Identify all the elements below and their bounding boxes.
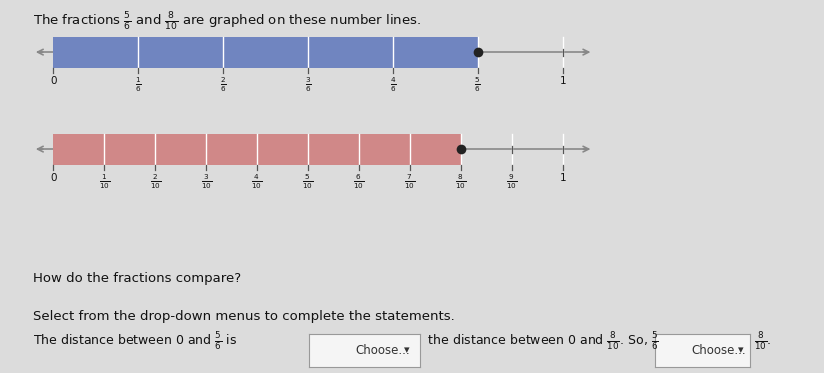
Text: $\frac{2}{10}$: $\frac{2}{10}$ xyxy=(150,173,161,191)
Bar xyxy=(54,37,478,68)
Text: Choose...: Choose... xyxy=(691,344,746,357)
Text: 1: 1 xyxy=(559,173,566,183)
Text: ▾: ▾ xyxy=(404,346,410,355)
Text: $\frac{6}{10}$: $\frac{6}{10}$ xyxy=(353,173,364,191)
Text: The fractions $\frac{5}{6}$ and $\frac{8}{10}$ are graphed on these number lines: The fractions $\frac{5}{6}$ and $\frac{8… xyxy=(33,11,421,33)
Text: ▾: ▾ xyxy=(737,346,743,355)
Text: 0: 0 xyxy=(50,76,57,86)
Text: $\frac{7}{10}$: $\frac{7}{10}$ xyxy=(405,173,415,191)
Text: the distance between 0 and $\frac{8}{10}$. So, $\frac{5}{6}$: the distance between 0 and $\frac{8}{10}… xyxy=(424,330,659,352)
Text: The distance between 0 and $\frac{5}{6}$ is: The distance between 0 and $\frac{5}{6}$… xyxy=(33,330,237,352)
Bar xyxy=(54,134,461,164)
Text: $\frac{8}{10}$.: $\frac{8}{10}$. xyxy=(754,330,771,352)
Text: $\frac{8}{10}$: $\frac{8}{10}$ xyxy=(455,173,466,191)
Text: Select from the drop-down menus to complete the statements.: Select from the drop-down menus to compl… xyxy=(33,310,455,323)
Text: $\frac{4}{6}$: $\frac{4}{6}$ xyxy=(390,76,396,94)
Text: $\frac{3}{6}$: $\frac{3}{6}$ xyxy=(305,76,311,94)
Text: Choose...: Choose... xyxy=(356,344,410,357)
Text: $\frac{5}{6}$: $\frac{5}{6}$ xyxy=(475,76,481,94)
Text: How do the fractions compare?: How do the fractions compare? xyxy=(33,272,241,285)
Text: $\frac{1}{6}$: $\frac{1}{6}$ xyxy=(135,76,142,94)
Text: $\frac{3}{10}$: $\frac{3}{10}$ xyxy=(200,173,212,191)
Text: $\frac{5}{10}$: $\frac{5}{10}$ xyxy=(302,173,314,191)
Text: 0: 0 xyxy=(50,173,57,183)
Text: $\frac{2}{6}$: $\frac{2}{6}$ xyxy=(220,76,227,94)
Text: $\frac{4}{10}$: $\frac{4}{10}$ xyxy=(251,173,263,191)
Text: $\frac{9}{10}$: $\frac{9}{10}$ xyxy=(506,173,517,191)
Text: 1: 1 xyxy=(559,76,566,86)
Text: $\frac{1}{10}$: $\frac{1}{10}$ xyxy=(99,173,110,191)
